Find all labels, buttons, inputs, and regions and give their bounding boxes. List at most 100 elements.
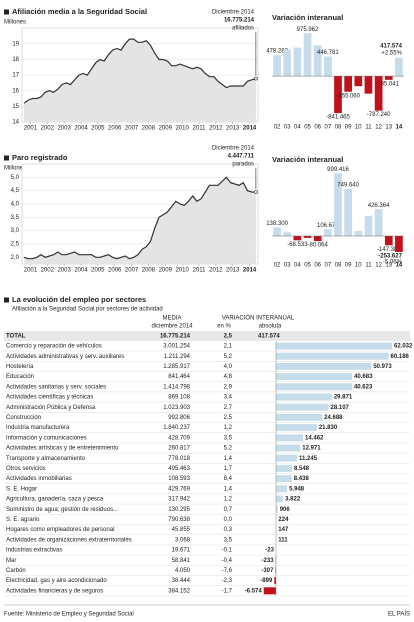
sector-name: Hostelería [6, 364, 34, 370]
sector-name: Actividades inmobiliarias [6, 476, 72, 482]
x-tick-label: 2011 [193, 126, 207, 132]
bar [274, 577, 276, 585]
chart-title: Variación interanual [272, 155, 343, 164]
bar [395, 236, 403, 252]
bar [276, 424, 317, 432]
x-tick-label: 2008 [142, 268, 156, 274]
sector-name: Suministro de agua; gestión de residuos.… [6, 507, 118, 513]
table-subtitle: Afiliación a la Seguridad Social por sec… [12, 307, 163, 313]
sector-name: Mar [6, 558, 16, 564]
bar [276, 495, 284, 503]
bar [276, 383, 352, 391]
sector-media: 841.464 [168, 374, 190, 380]
area [24, 177, 256, 264]
value-label: 3.822 [285, 497, 301, 503]
value-label: 478.282 [266, 49, 288, 55]
sector-pct: 1,7 [224, 466, 233, 472]
sector-name: Actividades científicas y técnicas [6, 395, 93, 401]
chart-title: Paro registrado [12, 153, 68, 162]
sector-media: 1.840.237 [163, 425, 190, 431]
sector-media: 428.709 [168, 435, 190, 441]
annotation-unit: afiliados [232, 26, 254, 32]
sector-pct: 0,0 [224, 517, 233, 523]
sector-name: Transporte y almacenamiento [6, 456, 86, 462]
x-tick-label: 2001 [24, 268, 38, 274]
sector-pct: 0,3 [224, 527, 233, 533]
sector-name: S. E. Hogar [6, 486, 37, 492]
bar [374, 76, 383, 111]
title-bullet [4, 9, 9, 15]
sector-media: 1.285.917 [163, 364, 190, 370]
line [23, 38, 257, 104]
sector-name: Actividades financieras y de seguros [6, 588, 103, 594]
x-tick-label: 2013 [226, 126, 240, 132]
sector-pct: 2,1 [224, 344, 233, 350]
value-label: -307 [261, 568, 274, 574]
bar [276, 454, 298, 462]
sector-pct: -7,6 [222, 568, 233, 574]
bar [384, 236, 393, 246]
x-tick-label: 2007 [125, 126, 139, 132]
bar [374, 209, 383, 236]
sector-pct: 3,5 [224, 537, 233, 543]
header-pct: en % [217, 324, 231, 330]
sector-media: 778.018 [168, 456, 190, 462]
chart-title: Variación interanual [272, 13, 343, 22]
sector-name: Actividades de organizaciones extraterri… [6, 537, 132, 543]
bar [276, 444, 301, 452]
sector-media: 45.855 [172, 527, 191, 533]
value-label: 62.032 [394, 344, 413, 350]
value-label: 40.623 [354, 384, 373, 390]
sector-media: 58.841 [172, 558, 191, 564]
end-point [254, 76, 258, 81]
value-label: 5.948 [289, 486, 305, 492]
bar [395, 57, 403, 77]
x-tick-label: 2004 [74, 268, 88, 274]
sector-name: Electricidad, gas y aire acondicionado [6, 578, 107, 584]
bar [276, 413, 323, 421]
sector-pct: 3,4 [224, 395, 233, 401]
value-label: -899 [260, 578, 273, 584]
value-label: 50.973 [373, 364, 392, 370]
annotation-value: 16.775.214 [224, 18, 255, 24]
value-label: 906 [280, 507, 291, 513]
sector-media: 3.068 [175, 537, 191, 543]
value-label: 29.871 [334, 395, 353, 401]
bar [354, 230, 363, 236]
sector-pct: 1,4 [224, 456, 233, 462]
value-label: 40.683 [354, 374, 373, 380]
area [24, 39, 256, 122]
bar [323, 56, 332, 77]
value-note: +2,55% [381, 50, 402, 56]
sector-name: Carbón [6, 568, 26, 574]
sector-media: 429.769 [168, 486, 190, 492]
sector-media: 992.806 [168, 415, 190, 421]
sector-media: 495.463 [168, 466, 190, 472]
value-label: 111 [278, 537, 288, 543]
header-variation: VARIACIÓN INTERANUAL [222, 315, 295, 322]
value-label: -80.064 [308, 243, 329, 249]
total-media: 16.775.214 [160, 334, 191, 340]
x-tick-label: 10 [355, 125, 362, 131]
bar [275, 566, 276, 574]
bar [276, 464, 292, 472]
sector-pct: 2,9 [224, 384, 233, 390]
x-tick-label: 2005 [91, 126, 105, 132]
bar [303, 33, 312, 77]
sector-pct: 2,5 [224, 415, 233, 421]
annotation-date: Diciembre 2014 [212, 146, 255, 152]
bar [384, 76, 393, 80]
sector-pct: 0,7 [224, 507, 233, 513]
value-label: 106.674 [317, 223, 339, 229]
sector-pct: 1,2 [224, 497, 233, 503]
bar [344, 188, 353, 236]
value-label: -6.574 [245, 588, 263, 594]
sector-pct: 4,8 [224, 374, 233, 380]
x-tick-label: 2014 [243, 268, 257, 274]
value-label: 224 [278, 517, 289, 523]
sector-name: Industrias extractivas [6, 548, 62, 554]
x-tick-label: 07 [325, 263, 332, 269]
value-label: -355.060 [336, 93, 360, 99]
y-tick-label: 2,5 [11, 242, 20, 248]
y-tick-label: 18 [12, 57, 19, 63]
